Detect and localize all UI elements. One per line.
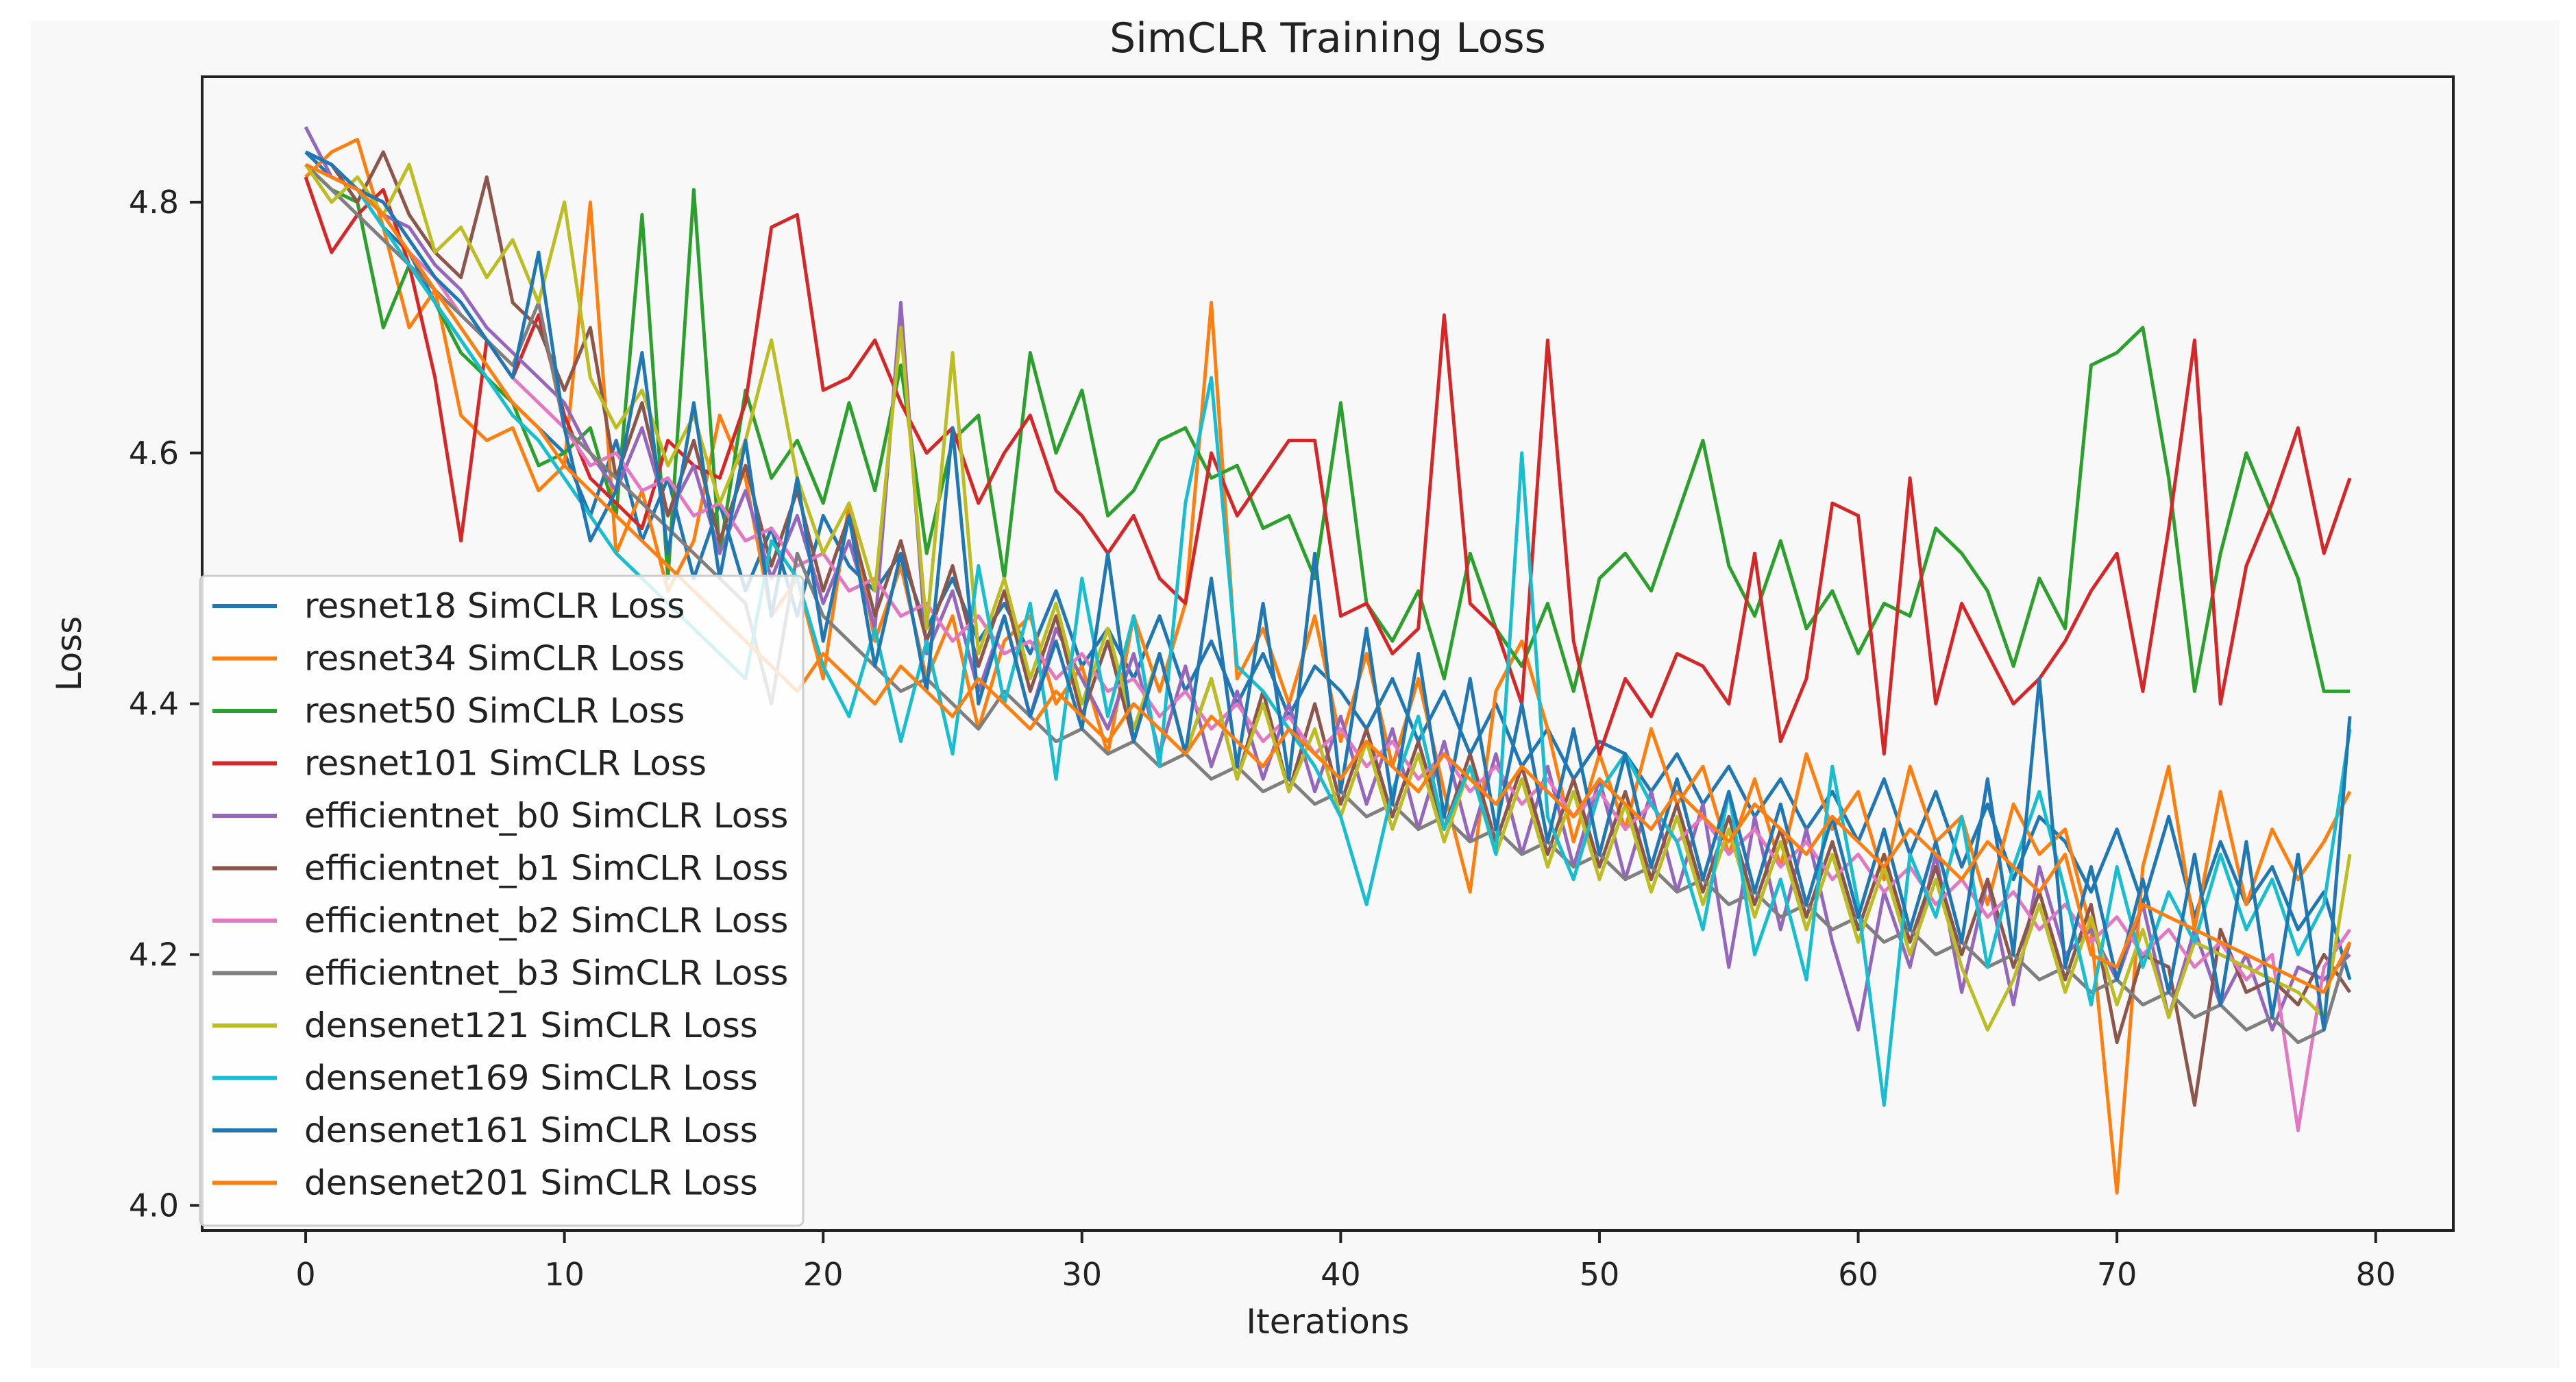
chart-title: SimCLR Training Loss xyxy=(1109,14,1546,62)
series-line-efficientnet-b3 xyxy=(304,163,2352,1045)
x-tick-label: 80 xyxy=(2355,1256,2396,1293)
series-line-densenet121 xyxy=(304,162,2352,1032)
legend-label: efficientnet_b0 SimCLR Loss xyxy=(304,796,788,836)
series-line-densenet161 xyxy=(304,150,2352,1032)
y-tick-label: 4.6 xyxy=(129,435,179,472)
x-tick-label: 0 xyxy=(295,1256,315,1293)
y-axis-label: Loss xyxy=(49,616,89,692)
legend-label: densenet121 SimCLR Loss xyxy=(304,1006,758,1045)
series-line-densenet201 xyxy=(304,162,2352,994)
legend-label: resnet18 SimCLR Loss xyxy=(304,586,685,626)
x-tick-label: 10 xyxy=(544,1256,585,1293)
legend-label: densenet201 SimCLR Loss xyxy=(304,1163,758,1203)
x-tick-label: 30 xyxy=(1062,1256,1103,1293)
legend: resnet18 SimCLR Loss resnet34 SimCLR Loss… xyxy=(199,574,805,1227)
y-tick-label: 4.8 xyxy=(129,184,179,221)
y-tick-label: 4.0 xyxy=(129,1187,179,1224)
ticks-group: 0 10 20 30 40 50 60 70 80 4.0 4.2 4.4 4.6 4.8 xyxy=(129,184,2396,1293)
legend-label: densenet169 SimCLR Loss xyxy=(304,1058,758,1098)
series-line-resnet50 xyxy=(304,163,2350,693)
legend-box xyxy=(199,574,805,1227)
series-line-efficientnet-b1 xyxy=(304,150,2352,1107)
legend-label: resnet34 SimCLR Loss xyxy=(304,639,685,679)
legend-label: efficientnet_b2 SimCLR Loss xyxy=(304,901,788,941)
x-tick-label: 50 xyxy=(1580,1256,1620,1293)
y-tick-label: 4.4 xyxy=(129,686,179,723)
x-tick-label: 70 xyxy=(2097,1256,2137,1293)
legend-label: densenet161 SimCLR Loss xyxy=(304,1111,758,1150)
series-line-resnet101 xyxy=(304,176,2352,756)
legend-label: resnet101 SimCLR Loss xyxy=(304,744,707,784)
legend-label: efficientnet_b1 SimCLR Loss xyxy=(304,849,788,888)
x-axis-label: Iterations xyxy=(1246,1302,1409,1342)
legend-label: resnet50 SimCLR Loss xyxy=(304,691,685,731)
series-line-efficientnet-b2 xyxy=(304,162,2352,1132)
y-tick-label: 4.2 xyxy=(129,936,179,973)
x-tick-label: 20 xyxy=(803,1256,844,1293)
legend-label: efficientnet_b3 SimCLR Loss xyxy=(304,954,788,993)
x-tick-label: 40 xyxy=(1321,1256,1361,1293)
x-tick-label: 60 xyxy=(1838,1256,1878,1293)
